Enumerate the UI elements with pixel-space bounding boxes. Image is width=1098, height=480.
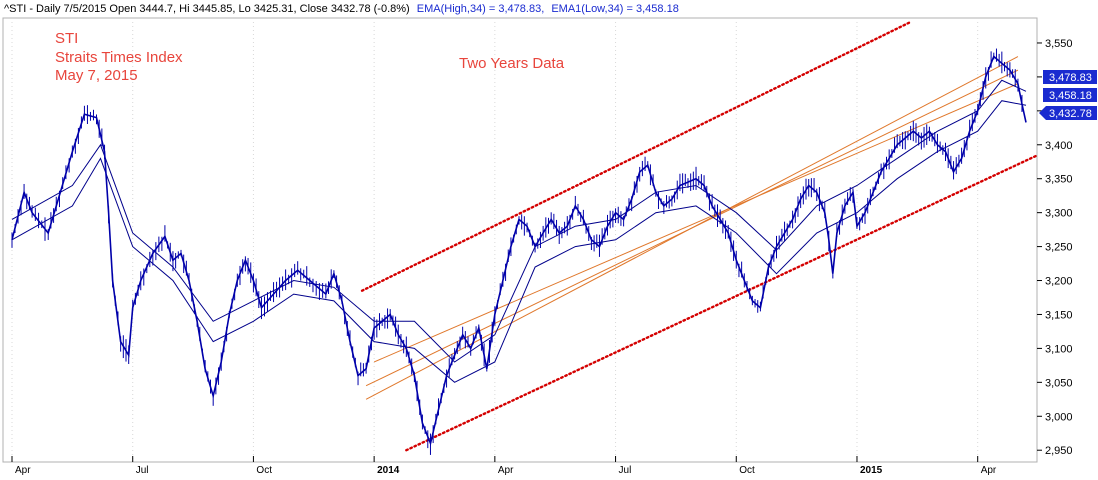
y-tick-label: 3,400 <box>1045 140 1073 152</box>
x-tick-label: Apr <box>15 465 31 476</box>
header-prefix: ^STI - Daily 7/5/2015 Open 3444.7, Hi 34… <box>4 3 410 15</box>
channel-inner-line <box>365 69 1019 387</box>
y-tick-label: 3,150 <box>1045 309 1073 321</box>
price-series <box>11 48 1027 455</box>
y-tick-label: 3,350 <box>1045 174 1073 186</box>
x-axis: Apr Jul Oct 2014 Apr Jul Oct 2015 Apr <box>11 456 997 476</box>
close-price-line <box>11 55 1027 447</box>
price-tags: 3,478.83 3,458.18 3,432.78 <box>1039 70 1097 120</box>
x-tick-label: Apr <box>498 465 514 476</box>
price-tag-label: 3,432.78 <box>1049 108 1092 120</box>
y-tick-label: 3,550 <box>1045 38 1073 50</box>
price-tag-box <box>1039 106 1097 120</box>
annotation-two-years: Two Years Data <box>459 55 565 72</box>
header-ema-low: EMA1(Low,34) = 3,458.18 <box>551 3 679 15</box>
y-tick-label: 3,100 <box>1045 343 1073 355</box>
ema-low-line <box>11 100 1027 383</box>
y-tick-label: 3,250 <box>1045 242 1073 254</box>
plot-area <box>2 17 1038 463</box>
price-tag-box <box>1043 70 1097 84</box>
price-tag-box <box>1043 88 1097 102</box>
header-ema-high: EMA(High,34) = 3,478.83, <box>417 3 545 15</box>
x-tick-label: Oct <box>739 465 755 476</box>
y-tick-label: 3,050 <box>1045 377 1073 389</box>
y-tick-label: 3,300 <box>1045 208 1073 220</box>
x-tick-label: Jul <box>136 465 149 476</box>
x-tick-label: Apr <box>981 465 997 476</box>
chart-header: ^STI - Daily 7/5/2015 Open 3444.7, Hi 34… <box>4 3 679 15</box>
y-tick-label: 3,200 <box>1045 276 1073 288</box>
annotation-index-name: Straits Times Index <box>55 49 183 66</box>
x-tick-label: Oct <box>256 465 272 476</box>
channel-dotted-line <box>405 153 1040 452</box>
price-tag-label: 3,478.83 <box>1049 72 1092 84</box>
x-tick-label: Jul <box>619 465 632 476</box>
price-tag-label: 3,458.18 <box>1049 90 1092 102</box>
x-tick-label: 2014 <box>377 465 400 476</box>
y-tick-label: 2,950 <box>1045 445 1073 457</box>
channel-dotted-line <box>360 21 911 292</box>
x-tick-label: 2015 <box>860 465 883 476</box>
annotation-date: May 7, 2015 <box>55 67 138 84</box>
y-tick-label: 3,000 <box>1045 411 1073 423</box>
annotation-symbol: STI <box>55 30 78 47</box>
